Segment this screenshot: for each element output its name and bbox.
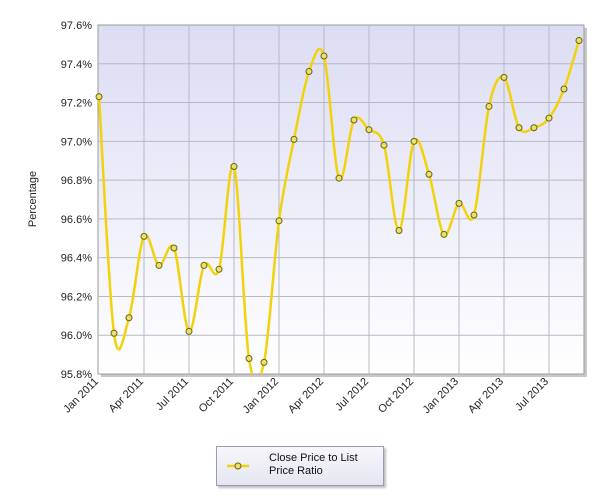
data-point[interactable] xyxy=(140,232,148,240)
y-tick-label: 97.0% xyxy=(61,136,92,148)
x-tick-label: Jan 2012 xyxy=(241,376,281,416)
y-axis-title: Percentage xyxy=(27,171,39,227)
legend: Close Price to List Price Ratio xyxy=(216,446,384,486)
y-tick-labels: 95.8% 96.0% 96.2% 96.4% 96.6% 96.8% 97.0% 97.2%… xyxy=(61,20,92,381)
data-point[interactable] xyxy=(170,244,178,252)
data-point[interactable] xyxy=(200,261,208,269)
data-point[interactable] xyxy=(245,354,253,362)
marker-group xyxy=(95,37,583,366)
x-tick-label: Oct 2011 xyxy=(197,376,236,415)
data-point[interactable] xyxy=(95,93,103,101)
data-point[interactable] xyxy=(395,227,403,235)
data-point[interactable] xyxy=(155,261,163,269)
data-point[interactable] xyxy=(305,68,313,76)
y-tick-label: 96.2% xyxy=(61,291,92,303)
data-point[interactable] xyxy=(275,217,283,225)
x-tick-label: Apr 2011 xyxy=(107,376,146,415)
x-tick-label: Jul 2012 xyxy=(333,376,371,414)
data-point[interactable] xyxy=(425,170,433,178)
legend-swatch-marker xyxy=(234,462,242,470)
data-point[interactable] xyxy=(335,174,343,182)
x-tick-labels: Jan 2011 Apr 2011 Jul 2011 Oct 2011 Jan 2012… xyxy=(61,376,551,416)
y-tick-label: 97.6% xyxy=(61,20,92,32)
data-point[interactable] xyxy=(560,85,568,93)
gridlines xyxy=(98,25,584,374)
y-tick-label: 96.4% xyxy=(61,253,92,265)
data-point[interactable] xyxy=(470,211,478,219)
plot-area xyxy=(97,24,585,375)
data-point[interactable] xyxy=(380,141,388,149)
data-point[interactable] xyxy=(350,116,358,124)
x-tick-label: Apr 2012 xyxy=(286,376,326,416)
data-point[interactable] xyxy=(365,126,373,134)
x-tick-label: Jan 2011 xyxy=(61,376,101,416)
data-point[interactable] xyxy=(410,137,418,145)
data-point[interactable] xyxy=(485,102,493,110)
x-tick-label: Jul 2011 xyxy=(154,376,191,413)
x-tick-label: Jul 2013 xyxy=(513,376,551,414)
x-tick-label: Jan 2013 xyxy=(421,376,461,416)
legend-label: Close Price to List Price Ratio xyxy=(269,452,358,477)
y-tick-label: 97.4% xyxy=(61,59,92,71)
y-tick-label: 96.0% xyxy=(61,330,92,342)
y-tick-label: 97.2% xyxy=(61,98,92,110)
data-point[interactable] xyxy=(530,124,538,132)
x-tick-label: Apr 2013 xyxy=(466,376,506,416)
data-point[interactable] xyxy=(575,37,583,45)
data-point[interactable] xyxy=(290,135,298,143)
data-point[interactable] xyxy=(320,52,328,60)
data-point[interactable] xyxy=(110,329,118,337)
data-point[interactable] xyxy=(185,327,193,335)
y-tick-label: 96.6% xyxy=(61,214,92,226)
data-point[interactable] xyxy=(545,114,553,122)
y-tick-label: 96.8% xyxy=(61,175,92,187)
legend-swatch xyxy=(227,462,249,470)
data-point[interactable] xyxy=(455,199,463,207)
y-tick-label: 95.8% xyxy=(61,369,92,381)
data-point[interactable] xyxy=(260,358,268,366)
data-point[interactable] xyxy=(125,314,133,322)
data-point[interactable] xyxy=(500,73,508,81)
x-tick-label: Oct 2012 xyxy=(376,376,416,416)
data-point[interactable] xyxy=(215,265,223,273)
data-point[interactable] xyxy=(515,124,523,132)
data-point[interactable] xyxy=(440,230,448,238)
data-point[interactable] xyxy=(230,163,238,171)
